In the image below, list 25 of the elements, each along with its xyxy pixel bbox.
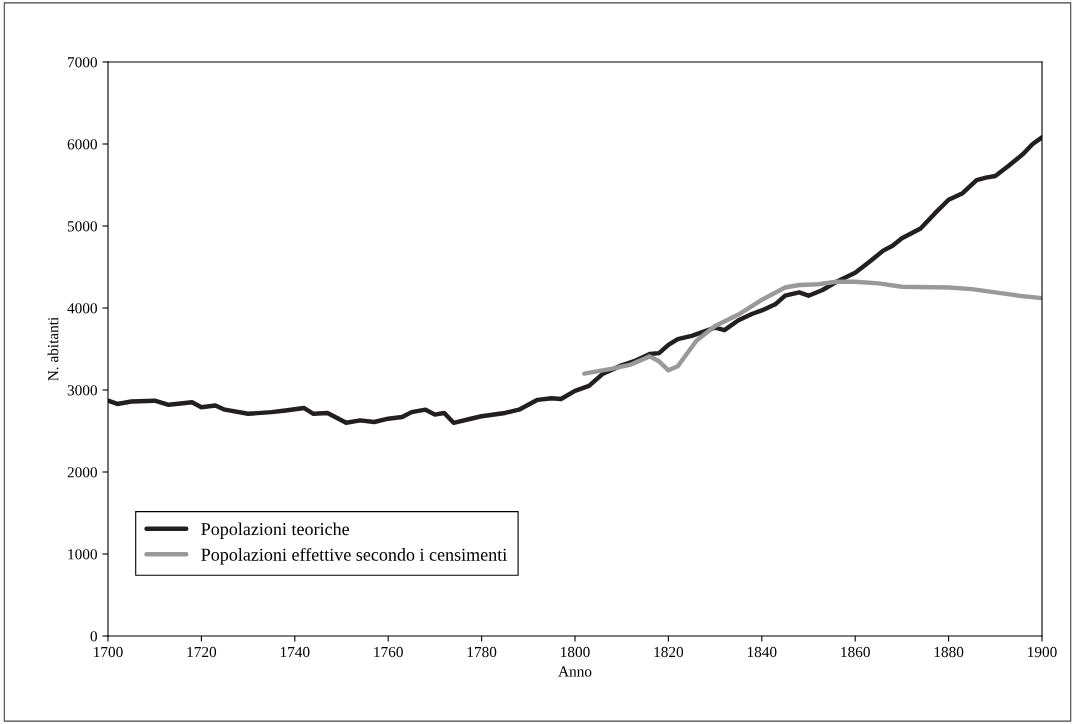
line-series xyxy=(582,279,1042,376)
legend-label: Popolazioni effettive secondo i censimenti xyxy=(201,547,507,565)
y-tick-label: 7000 xyxy=(68,57,97,68)
y-tick-label: 6000 xyxy=(67,139,97,150)
x-axis-title: Anno xyxy=(558,666,592,677)
x-tick-label: 1900 xyxy=(1028,646,1057,658)
y-tick-label: 4000 xyxy=(67,303,97,314)
y-tick-label: 5000 xyxy=(67,221,97,232)
y-axis-title: N. abitanti xyxy=(47,317,59,381)
x-tick-label: 1880 xyxy=(934,646,964,658)
x-tick-label: 1780 xyxy=(467,646,497,658)
x-tick-label: 1860 xyxy=(841,646,870,658)
x-tick-label: 1840 xyxy=(747,646,777,658)
y-tick-label: 3000 xyxy=(67,385,97,396)
y-tick-label: 2000 xyxy=(67,467,97,478)
x-tick-label: 1700 xyxy=(94,646,123,658)
x-tick-label: 1720 xyxy=(187,646,217,658)
x-tick-label: 1760 xyxy=(374,646,403,658)
x-tick-label: 1800 xyxy=(561,646,590,658)
y-tick-label: 1000 xyxy=(68,549,97,560)
x-tick-label: 1740 xyxy=(280,646,310,658)
legend-label: Popolazioni teoriche xyxy=(201,522,349,539)
y-tick-label: 0 xyxy=(90,631,97,642)
x-tick-label: 1820 xyxy=(654,646,684,658)
line-series xyxy=(108,135,1042,426)
